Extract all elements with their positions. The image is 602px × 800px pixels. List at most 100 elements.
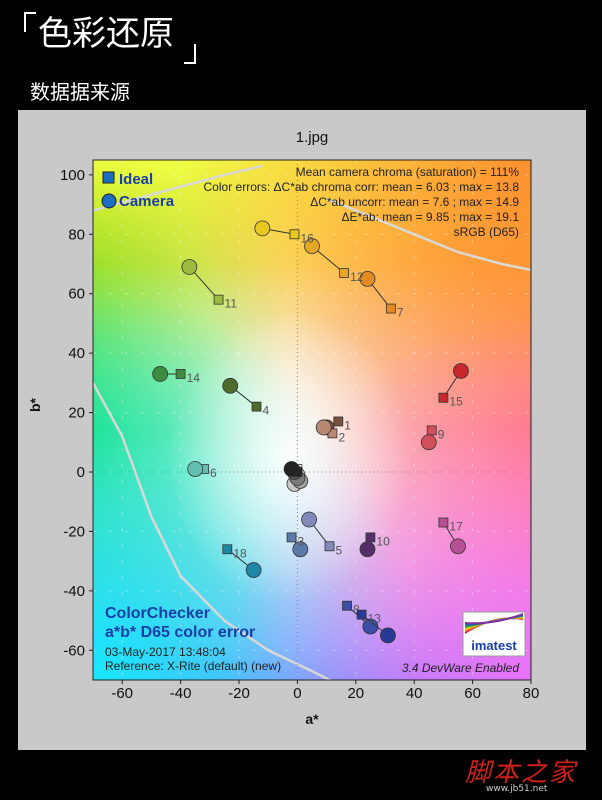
patch-16: 16	[254, 220, 314, 245]
patch-label: 11	[225, 297, 238, 311]
ideal-marker	[286, 532, 297, 543]
patch-label: 16	[300, 231, 314, 245]
y-tick-label: -40	[63, 583, 85, 600]
patch-label: 5	[336, 543, 343, 557]
camera-marker	[283, 461, 300, 477]
chart-title: 1.jpg	[296, 129, 329, 146]
ideal-marker	[251, 401, 262, 412]
patch-label: 12	[350, 270, 364, 284]
patch-14: 14	[152, 366, 200, 385]
patch-9: 9	[420, 425, 445, 451]
patch-17: 17	[438, 517, 466, 555]
y-tick-label: 80	[68, 226, 85, 243]
y-axis-label: b*	[27, 397, 43, 412]
logo-text: imatest	[471, 638, 517, 653]
ideal-marker	[356, 609, 367, 620]
patch-7: 7	[359, 270, 404, 320]
camera-marker	[292, 541, 309, 558]
camera-marker	[380, 627, 396, 644]
camera-marker	[222, 377, 239, 394]
y-tick-label: 100	[60, 167, 85, 184]
patch-3: 3	[286, 532, 309, 558]
ideal-marker	[333, 416, 344, 427]
camera-marker	[420, 434, 437, 451]
camera-marker	[450, 538, 466, 555]
patch-label: 10	[376, 534, 390, 548]
y-tick-label: -20	[63, 523, 85, 540]
legend-camera-marker	[101, 193, 117, 209]
footer-line: a*b* D65 color error	[105, 624, 255, 641]
chart-text: 1.jpg a* b* Ideal Camera Mean camera chroma (…	[27, 129, 526, 727]
patch-label: 8	[353, 603, 360, 617]
plot-border	[92, 159, 532, 681]
patch-label: 15	[449, 395, 463, 409]
imatest-logo: imatest	[462, 611, 526, 657]
camera-marker	[245, 562, 262, 578]
patch-label: 18	[233, 546, 247, 560]
patch-5: 5	[301, 511, 343, 557]
patch-13: 13	[356, 609, 396, 644]
title-bracket-right	[184, 44, 196, 64]
x-tick-label: 20	[347, 685, 364, 702]
page-subtitle: 数据据来源	[30, 80, 130, 104]
camera-marker	[453, 363, 469, 379]
x-axis-label: a*	[305, 711, 319, 727]
patch-label: 13	[368, 612, 382, 626]
stats-line: ΔE*ab: mean = 9.85 ; max = 19.1	[342, 210, 520, 224]
stats-line: ΔC*ab uncorr: mean = 7.6 ; max = 14.9	[310, 195, 519, 209]
y-tick-label: 40	[68, 345, 85, 362]
footer-line: Reference: X-Rite (default) (new)	[105, 659, 281, 673]
ideal-marker	[438, 392, 449, 403]
camera-marker	[152, 366, 169, 382]
ideal-marker	[324, 541, 335, 552]
gamut-boundary-bottom	[93, 382, 333, 680]
camera-marker	[359, 270, 376, 287]
ideal-marker	[426, 425, 437, 436]
patch-label: 4	[263, 404, 270, 418]
x-tick-label: -40	[170, 685, 192, 702]
chart-panel: 1 2 3 4 5 6 7 8 9 10 11 12 13 14 15 16 17 18 -60 -40 -20 0 20…	[18, 110, 586, 750]
camera-marker	[315, 419, 332, 436]
y-tick-label: 0	[77, 464, 85, 481]
patch-11: 11	[181, 259, 238, 311]
gamut-boundary-top-right	[326, 197, 531, 272]
y-tick-label: 20	[68, 405, 85, 422]
patch-12: 12	[304, 238, 364, 284]
patch-label: 3	[298, 534, 305, 548]
page-title: 色彩还原	[24, 8, 174, 60]
x-tick-label: 0	[293, 685, 301, 702]
y-tick-label: -60	[63, 642, 85, 659]
patch-label: 2	[338, 430, 345, 444]
ideal-marker	[213, 294, 224, 305]
ideal-marker	[365, 532, 376, 543]
patch-neutral-23	[283, 461, 303, 477]
legend-ideal-marker	[102, 171, 115, 184]
x-tick-label: -60	[111, 685, 133, 702]
logo-box	[462, 611, 526, 657]
x-tick-label: 80	[523, 685, 540, 702]
legend-ideal-label: Ideal	[119, 171, 153, 188]
footer-right: 3.4 DevWare Enabled	[402, 661, 520, 675]
camera-marker	[362, 618, 379, 635]
gamut-boundary-top-left	[93, 164, 263, 212]
ideal-marker	[342, 600, 352, 611]
patch-10: 10	[359, 532, 390, 558]
watermark-logo: 脚本之家	[465, 758, 578, 788]
camera-marker	[359, 541, 376, 558]
ideal-marker	[339, 268, 350, 278]
ideal-marker	[289, 229, 300, 240]
legend-camera-label: Camera	[119, 193, 175, 210]
stats-line: sRGB (D65)	[454, 225, 519, 239]
footer-line: 03-May-2017 13:48:04	[105, 645, 226, 659]
page-title-text: 色彩还原	[38, 14, 174, 54]
camera-marker	[304, 238, 320, 255]
camera-marker	[254, 220, 271, 237]
axes: -60 -40 -20 0 20 40 60 80 -60 -40 -20 0 20 40 60 80 100	[60, 159, 540, 702]
patch-4: 4	[222, 377, 270, 418]
watermark-url: www.jb51.net	[486, 784, 548, 794]
camera-marker	[181, 259, 198, 275]
footer-line: ColorChecker	[105, 605, 210, 622]
ideal-marker	[438, 517, 449, 528]
